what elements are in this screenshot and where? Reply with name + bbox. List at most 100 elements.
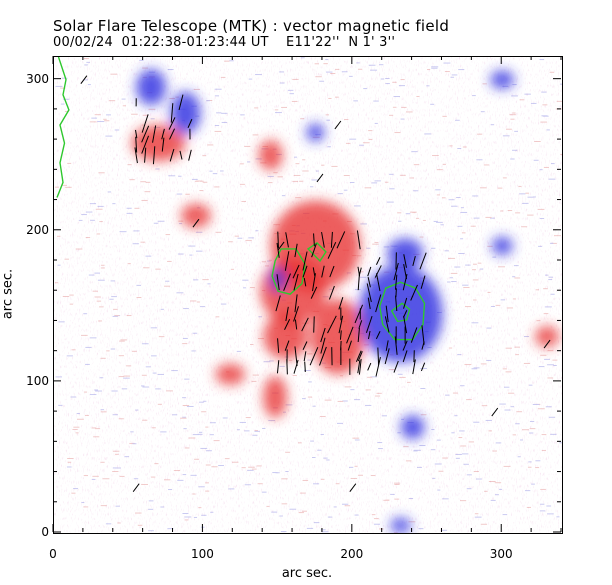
- negative-polarity-region-10: [490, 70, 515, 89]
- field-vector-56: [347, 340, 352, 351]
- field-vector-79: [375, 331, 381, 340]
- field-vector-20: [293, 273, 299, 291]
- field-contour-3: [271, 248, 306, 295]
- field-vector-132: [178, 94, 184, 111]
- field-vector-29: [302, 251, 308, 271]
- negative-polarity-region-3: [358, 265, 443, 363]
- field-vector-23: [304, 361, 306, 372]
- field-vector-117: [135, 129, 138, 139]
- field-vector-30: [309, 346, 319, 366]
- negative-polarity-region-9: [491, 236, 513, 255]
- field-vector-105: [412, 359, 416, 375]
- positive-polarity-region-5: [258, 140, 283, 171]
- field-vector-2: [277, 338, 280, 354]
- field-vector-51: [338, 315, 344, 334]
- field-contour-5: [56, 57, 70, 198]
- field-vector-60: [357, 328, 360, 343]
- field-vector-62: [357, 274, 360, 291]
- field-vector-108: [410, 284, 418, 301]
- field-vector-22: [294, 243, 298, 258]
- field-vector-12: [283, 273, 291, 291]
- magnetogram-plot: [53, 56, 563, 534]
- field-vector-41: [321, 231, 325, 248]
- field-vector-77: [375, 357, 381, 377]
- field-vector-36: [313, 233, 315, 247]
- field-vector-127: [169, 148, 175, 162]
- field-vector-57: [346, 326, 354, 344]
- field-vector-70: [367, 362, 372, 371]
- field-vector-65: [358, 358, 362, 375]
- field-vector-21: [292, 264, 300, 279]
- field-vector-38: [320, 337, 326, 354]
- positive-polarity-region-4: [310, 298, 365, 375]
- field-vector-3: [275, 295, 281, 312]
- field-vector-27: [303, 277, 307, 287]
- field-vector-91: [395, 295, 398, 312]
- field-vector-32: [310, 286, 318, 299]
- x-axis-label: arc sec.: [281, 566, 333, 581]
- field-vector-6: [277, 231, 279, 249]
- field-vector-107: [410, 327, 418, 343]
- negative-polarity-region-6: [306, 123, 325, 142]
- field-vector-131: [179, 150, 183, 160]
- field-vector-10: [284, 318, 291, 330]
- negative-polarity-region-2: [170, 91, 201, 135]
- field-vector-80: [375, 294, 382, 313]
- y-tick-label: 100: [26, 373, 49, 388]
- field-vector-85: [385, 340, 389, 351]
- field-vector-94: [393, 262, 399, 281]
- field-vector-46: [327, 241, 337, 259]
- field-vector-43: [327, 315, 337, 334]
- field-vector-120: [141, 135, 150, 154]
- field-vector-133: [188, 149, 192, 161]
- field-vector-138: [316, 173, 324, 183]
- field-vector-121: [141, 125, 150, 143]
- field-vector-128: [169, 128, 176, 140]
- field-vector-67: [358, 320, 363, 329]
- field-vector-54: [336, 231, 346, 249]
- field-vector-72: [365, 315, 373, 333]
- positive-polarity-region-6: [263, 313, 308, 360]
- field-vector-13: [284, 251, 290, 271]
- field-vector-50: [339, 330, 342, 340]
- field-vector-69: [358, 267, 362, 276]
- field-vector-40: [321, 265, 325, 278]
- field-vector-104: [403, 254, 407, 268]
- field-vector-122: [141, 114, 149, 133]
- field-vector-141: [491, 407, 499, 417]
- field-vector-18: [293, 306, 299, 322]
- field-vector-103: [403, 264, 408, 280]
- magnetogram-image: [54, 57, 562, 533]
- field-vector-58: [357, 360, 361, 374]
- field-vector-125: [161, 137, 165, 152]
- field-vector-116: [135, 136, 138, 153]
- field-vector-17: [294, 319, 298, 330]
- field-vector-75: [367, 276, 371, 288]
- field-vector-74: [366, 283, 372, 303]
- field-vector-59: [355, 350, 362, 362]
- field-vector-82: [374, 265, 382, 278]
- field-vector-136: [80, 75, 88, 84]
- field-vector-39: [320, 327, 326, 343]
- negative-polarity-region-1: [136, 69, 167, 106]
- field-vector-44: [328, 285, 335, 300]
- field-vector-66: [357, 351, 363, 362]
- field-vector-15: [293, 359, 299, 374]
- field-vector-86: [384, 316, 390, 333]
- field-vector-19: [294, 294, 298, 313]
- field-vector-96: [402, 350, 408, 363]
- y-tick-label: 300: [26, 71, 49, 86]
- field-vector-4: [276, 274, 280, 291]
- field-vector-84: [384, 348, 390, 365]
- field-vector-100: [402, 310, 408, 318]
- field-vector-114: [419, 252, 427, 270]
- map-title: Solar Flare Telescope (MTK) : vector mag…: [53, 17, 450, 35]
- positive-polarity-region-10: [181, 203, 211, 228]
- negative-polarity-region-4: [387, 238, 424, 269]
- field-vector-97: [402, 340, 408, 351]
- field-vector-24: [303, 351, 307, 362]
- field-vector-16: [294, 346, 298, 366]
- field-vector-101: [403, 297, 408, 309]
- field-vector-83: [375, 257, 381, 265]
- field-vector-25: [302, 341, 308, 350]
